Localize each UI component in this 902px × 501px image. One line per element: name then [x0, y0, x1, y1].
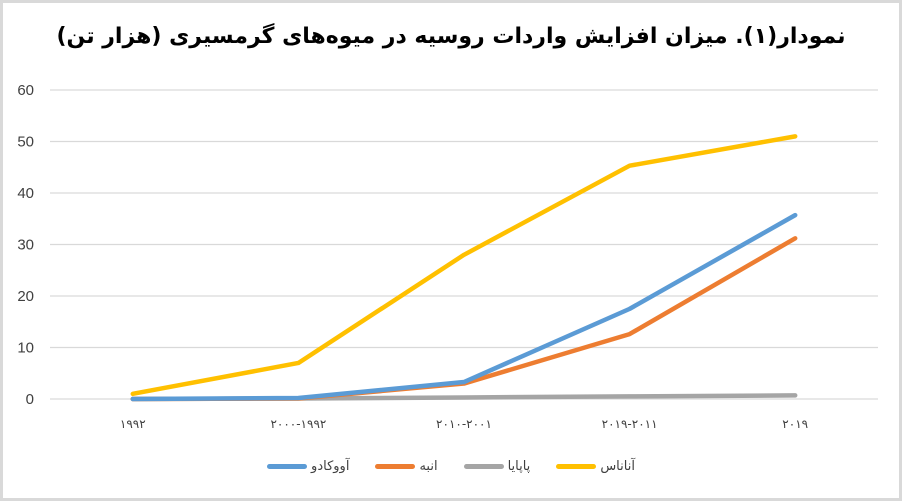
legend-item: آناناس: [556, 459, 635, 474]
legend-item: آووکادو: [267, 459, 349, 474]
x-axis-ticks: ۱۹۹۲ ۲۰۰۰-۱۹۹۲ ۲۰۱۰-۲۰۰۱ ۲۰۱۹-۲۰۱۱ ۲۰۱۹: [120, 417, 808, 431]
y-tick-label: 40: [17, 185, 34, 202]
y-tick-label: 10: [17, 340, 34, 357]
y-tick-label: 20: [17, 288, 34, 305]
y-tick-label: 0: [26, 391, 34, 408]
gridlines: [50, 89, 878, 400]
legend-label: انبه: [419, 459, 438, 474]
x-tick-label: ۲۰۱۰-۲۰۰۱: [436, 417, 492, 431]
x-tick-label: ۲۰۰۰-۱۹۹۲: [270, 417, 326, 431]
y-tick-label: 30: [17, 237, 34, 254]
y-tick-label: 50: [17, 134, 34, 151]
legend-item: انبه: [375, 459, 438, 474]
chart-legend: آناناس پاپایا انبه آووکادو: [0, 459, 902, 474]
x-tick-label: ۱۹۹۲: [120, 417, 146, 431]
legend-swatch-icon: [375, 464, 416, 469]
legend-label: پاپایا: [507, 459, 531, 474]
series-line: [130, 134, 798, 397]
legend-item: پاپایا: [463, 459, 531, 474]
chart-title: نمودار(۱). میزان افزایش واردات روسیه در …: [56, 24, 846, 49]
x-tick-label: ۲۰۱۹-۲۰۱۱: [602, 417, 658, 431]
legend-swatch-icon: [556, 464, 597, 469]
x-tick-label: ۲۰۱۹: [782, 417, 808, 431]
legend-swatch-icon: [267, 464, 308, 469]
legend-swatch-icon: [463, 464, 504, 469]
y-tick-label: 60: [17, 82, 34, 99]
series-line: [130, 212, 798, 402]
y-axis-ticks: 0 10 20 30 40 50 60: [17, 82, 34, 408]
legend-label: آووکادو: [311, 459, 350, 474]
legend-label: آناناس: [600, 459, 635, 474]
series-lines: [130, 134, 798, 402]
